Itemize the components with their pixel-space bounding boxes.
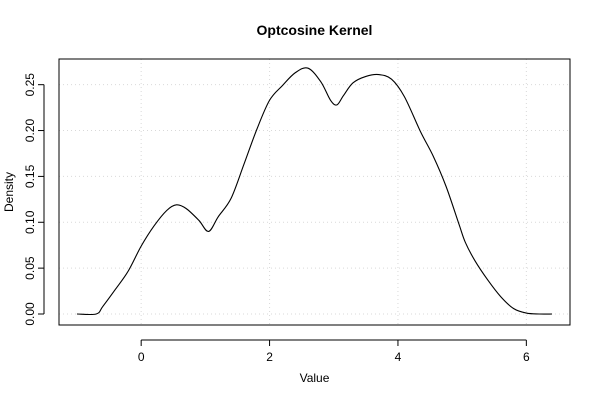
y-tick-label-2: 0.10 (23, 210, 37, 234)
x-axis: 0 2 4 6 (138, 339, 530, 364)
y-tick-label-5: 0.25 (23, 73, 37, 97)
x-axis-label: Value (300, 371, 330, 385)
y-tick-label-3: 0.15 (23, 164, 37, 188)
x-tick-label-1: 2 (266, 350, 273, 364)
density-line (76, 67, 553, 316)
plot-frame (58, 58, 571, 326)
y-tick-label-1: 0.05 (23, 256, 37, 280)
y-tick-label-4: 0.20 (23, 119, 37, 143)
grid (59, 59, 570, 325)
x-tick-label-0: 0 (138, 350, 145, 364)
y-axis: 0.00 0.05 0.10 0.15 0.20 0.25 (23, 73, 45, 326)
y-axis-label: Density (2, 172, 16, 212)
y-tick-label-0: 0.00 (23, 302, 37, 326)
x-tick-label-2: 4 (395, 350, 402, 364)
chart-title: Optcosine Kernel (257, 22, 373, 38)
x-tick-label-3: 6 (523, 350, 530, 364)
